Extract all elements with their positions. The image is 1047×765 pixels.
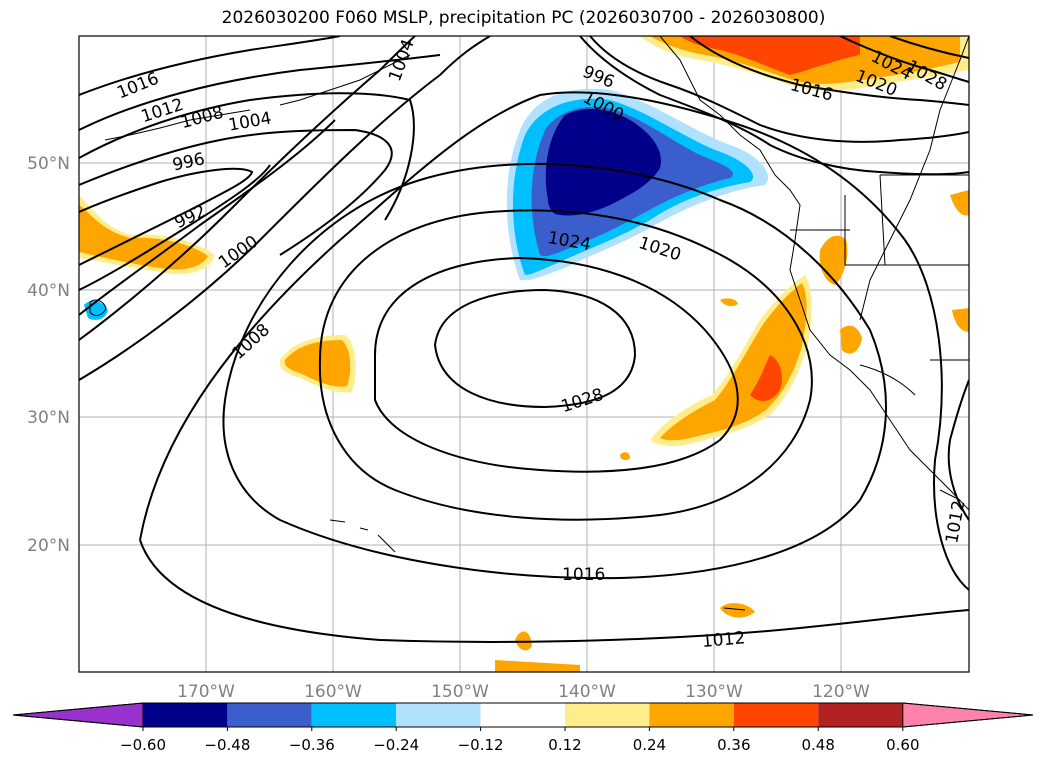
isobar-label: 1016	[562, 565, 605, 585]
colorbar-tick-label: 0.12	[548, 736, 581, 754]
lat-label: 40°N	[27, 281, 70, 301]
colorbar-bin	[733, 703, 819, 727]
latitude-labels: 50°N 40°N 30°N 20°N	[27, 154, 70, 556]
colorbar-tick-label: 0.24	[633, 736, 666, 754]
longitude-labels: 170°W 160°W 150°W 140°W 130°W 120°W	[177, 682, 870, 702]
colorbar-bin	[311, 703, 397, 727]
colorbar-tick-label: −0.60	[120, 736, 166, 754]
positive-precip-anomaly	[79, 36, 969, 672]
map-title: 2026030200 F060 MSLP, precipitation PC (…	[221, 8, 826, 28]
colorbar-bin	[649, 703, 734, 727]
colorbar-tick-label: 0.48	[801, 736, 834, 754]
colorbar-tick-label: 0.36	[717, 736, 750, 754]
lon-label: 150°W	[431, 682, 489, 702]
colorbar-bin	[480, 703, 565, 727]
isobar-label: 1012	[701, 628, 746, 652]
lat-label: 30°N	[27, 408, 70, 428]
colorbar-tick-label: −0.24	[373, 736, 419, 754]
colorbar-bin	[396, 703, 481, 727]
lon-label: 120°W	[812, 682, 870, 702]
colorbar-extend-min	[12, 702, 144, 728]
lat-label: 20°N	[27, 536, 70, 556]
colorbar-tick-label: −0.36	[289, 736, 335, 754]
colorbar-bin	[818, 703, 903, 727]
colorbar-bin	[143, 703, 228, 727]
colorbar: −0.60 −0.48 −0.36 −0.24 −0.12 0.12 0.24 …	[12, 702, 1034, 754]
lon-label: 140°W	[558, 682, 616, 702]
lon-label: 170°W	[177, 682, 235, 702]
colorbar-tick-label: −0.48	[204, 736, 250, 754]
colorbar-tick-label: 0.60	[886, 736, 919, 754]
map-border	[78, 35, 970, 673]
colorbar-tick-label: −0.12	[458, 736, 504, 754]
lon-label: 130°W	[685, 682, 743, 702]
lon-label: 160°W	[304, 682, 362, 702]
negative-precip-anomaly	[84, 88, 769, 320]
lat-label: 50°N	[27, 154, 70, 174]
colorbar-extend-max	[902, 702, 1034, 728]
isobars	[79, 36, 969, 643]
colorbar-bin	[227, 703, 312, 727]
colorbar-bin	[565, 703, 650, 727]
